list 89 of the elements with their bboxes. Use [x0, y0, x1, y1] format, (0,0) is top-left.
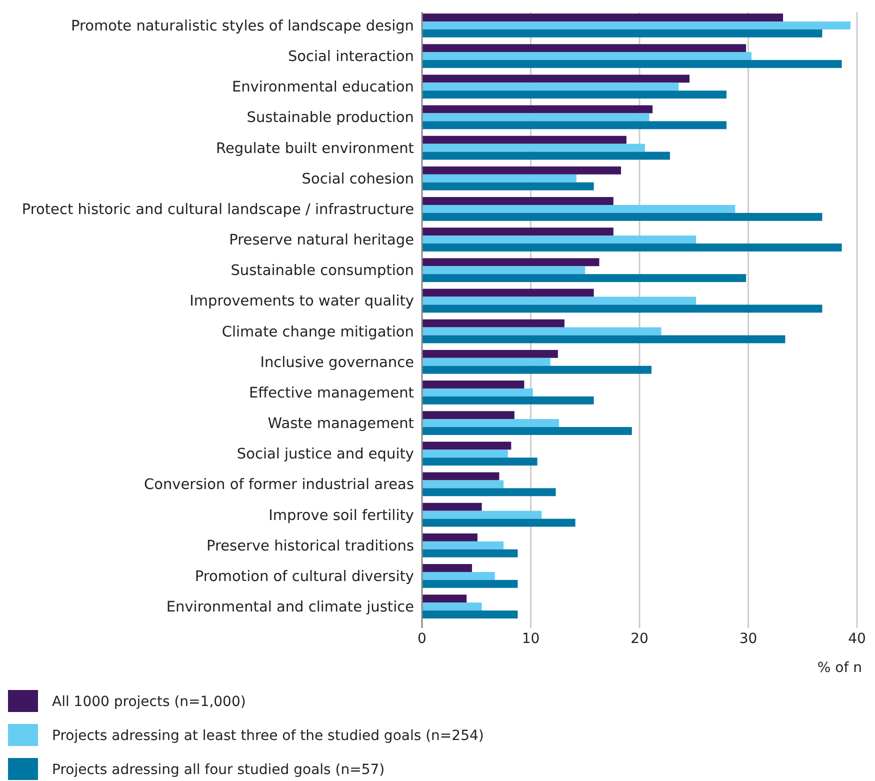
bar — [422, 488, 556, 496]
bar — [422, 442, 512, 450]
bar — [422, 580, 518, 588]
bar — [422, 533, 478, 542]
bar — [422, 82, 679, 91]
bar — [422, 244, 842, 252]
bar — [422, 113, 650, 122]
bar — [422, 458, 538, 466]
y-tick-label: Social cohesion — [302, 171, 414, 188]
bar — [422, 274, 746, 282]
bar — [422, 174, 576, 182]
bar — [422, 319, 564, 328]
bar — [422, 212, 822, 221]
bar — [422, 450, 508, 458]
y-tick-label: Conversion of former industrial areas — [144, 477, 414, 494]
bar — [422, 44, 746, 52]
bar — [422, 166, 622, 174]
bar — [422, 427, 632, 435]
bar — [422, 60, 842, 68]
y-tick-label: Social justice and equity — [236, 446, 414, 463]
bar — [422, 564, 472, 572]
x-tick-label: 10 — [522, 631, 540, 647]
y-tick-label: Sustainable consumption — [230, 263, 414, 280]
bar — [422, 74, 690, 83]
y-tick-label: Promotion of cultural diversity — [194, 568, 414, 585]
bar — [422, 288, 594, 297]
x-tick-label: 30 — [739, 631, 758, 647]
bar — [422, 350, 558, 358]
bar — [422, 136, 626, 144]
bar — [422, 572, 495, 580]
bar — [422, 472, 500, 480]
y-tick-label: Sustainable production — [246, 110, 414, 126]
legend-label: All 1000 projects (n=1,000) — [52, 694, 246, 710]
bar — [422, 549, 518, 558]
bar — [422, 21, 850, 30]
bar — [422, 14, 784, 22]
bar — [422, 411, 514, 420]
bar — [422, 327, 662, 336]
bar — [422, 296, 696, 305]
x-tick-label: 0 — [418, 631, 426, 647]
bar — [422, 152, 670, 160]
y-tick-label: Regulate built environment — [216, 140, 414, 157]
bar — [422, 388, 533, 396]
bar — [422, 52, 752, 60]
bar — [422, 541, 504, 550]
bar — [422, 197, 614, 205]
x-tick-label: 40 — [848, 631, 866, 647]
y-tick-label: Improvements to water quality — [190, 294, 414, 310]
y-tick-label: Environmental and climate justice — [166, 600, 414, 616]
bar — [422, 380, 524, 388]
y-tick-label: Social interaction — [288, 49, 414, 66]
y-tick-label: Protect historic and cultural landscape / infrastructure — [22, 202, 414, 218]
bar — [422, 502, 482, 511]
bar — [422, 258, 600, 266]
legend-label: Projects adressing all four studied goals (n=57) — [52, 762, 385, 778]
bar — [422, 105, 653, 114]
x-axis-title: % of n — [817, 660, 862, 676]
bar — [422, 602, 482, 611]
y-tick-label: Preserve historical traditions — [206, 538, 414, 554]
bar — [422, 144, 645, 152]
bar — [422, 419, 560, 428]
y-tick-label: Effective management — [248, 385, 414, 402]
bar — [422, 610, 518, 618]
y-tick-label: Improve soil fertility — [268, 508, 414, 524]
x-tick-label: 20 — [630, 631, 648, 647]
legend-label: Projects adressing at least three of the studied goals (n=254) — [52, 728, 484, 744]
bar — [422, 266, 586, 274]
y-tick-label: Promote naturalistic styles of landscape design — [71, 18, 414, 34]
bar — [422, 335, 786, 344]
bar — [422, 236, 696, 244]
bar — [422, 518, 576, 527]
y-tick-label: Preserve natural heritage — [229, 232, 414, 249]
bar — [422, 182, 594, 190]
bar — [422, 594, 467, 603]
y-tick-label: Waste management — [268, 416, 414, 432]
bar — [422, 204, 736, 213]
bar — [422, 121, 726, 130]
bar — [422, 304, 822, 313]
bar — [422, 510, 542, 519]
y-tick-label: Environmental education — [232, 80, 414, 96]
bar — [422, 358, 550, 366]
y-tick-label: Climate change mitigation — [222, 324, 414, 340]
bar — [422, 480, 504, 488]
bar — [422, 396, 594, 404]
bar — [422, 29, 822, 38]
bar — [422, 90, 726, 99]
bar — [422, 228, 614, 236]
bar — [422, 366, 652, 374]
y-tick-label: Inclusive governance — [260, 354, 414, 371]
